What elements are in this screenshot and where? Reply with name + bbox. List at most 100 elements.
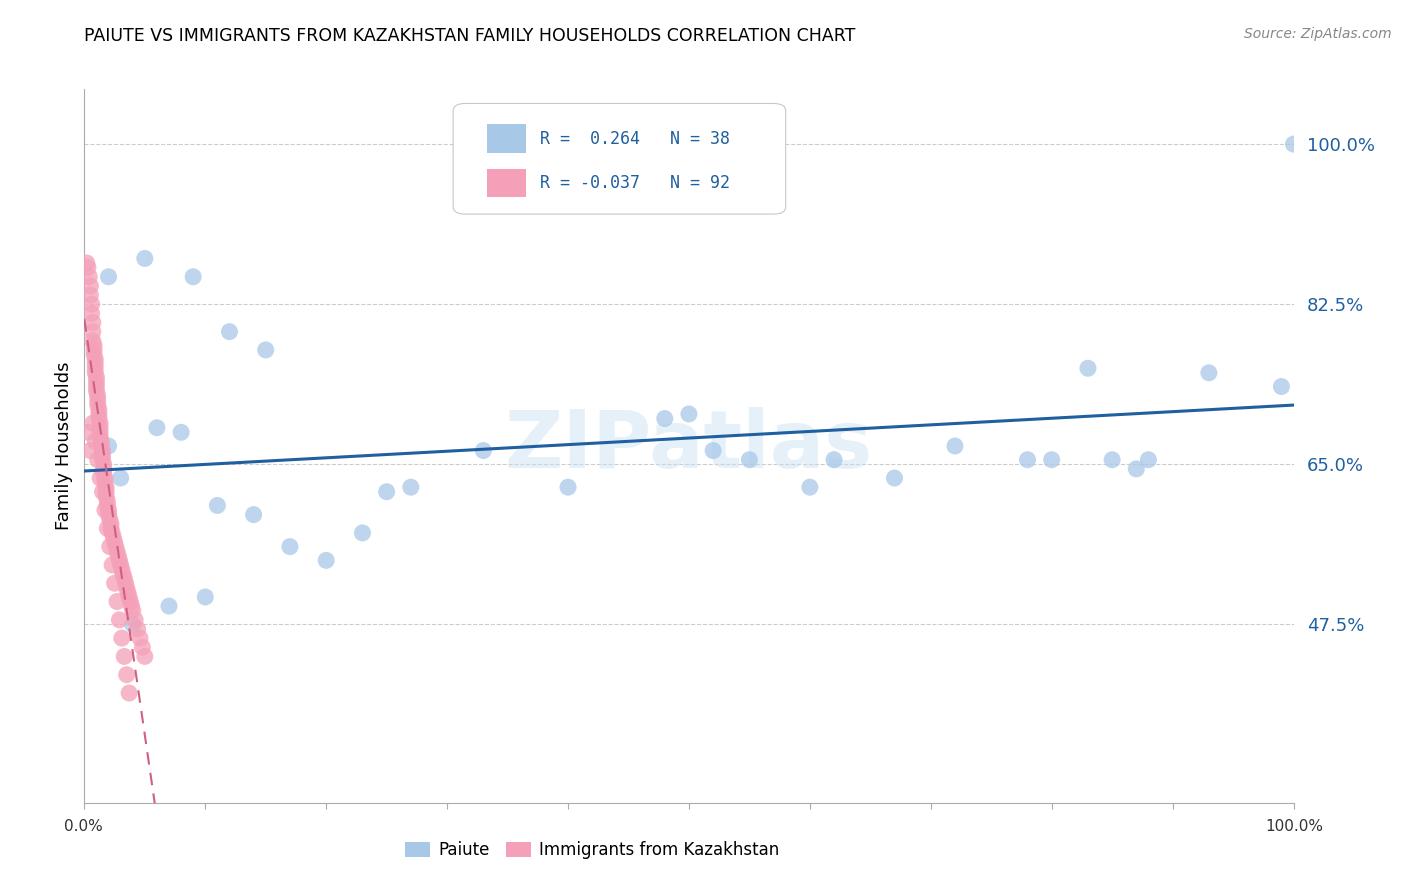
Text: Source: ZipAtlas.com: Source: ZipAtlas.com — [1244, 27, 1392, 41]
Point — [89, 425, 111, 440]
Point — [97, 439, 120, 453]
Point — [98, 540, 121, 554]
Point — [1077, 361, 1099, 376]
Point — [82, 416, 104, 430]
Point — [115, 581, 138, 595]
Point — [1040, 452, 1063, 467]
Point — [127, 622, 149, 636]
Point — [557, 480, 579, 494]
Point — [157, 599, 180, 613]
Point — [83, 338, 105, 352]
Point — [86, 393, 108, 408]
Text: PAIUTE VS IMMIGRANTS FROM KAZAKHSTAN FAMILY HOUSEHOLDS CORRELATION CHART: PAIUTE VS IMMIGRANTS FROM KAZAKHSTAN FAM… — [84, 27, 856, 45]
FancyBboxPatch shape — [453, 103, 786, 214]
Point — [100, 516, 122, 531]
Point — [98, 512, 121, 526]
Point — [108, 613, 131, 627]
Point — [121, 599, 143, 613]
Point — [87, 402, 110, 417]
Point — [84, 366, 107, 380]
Point — [1101, 452, 1123, 467]
Point — [87, 407, 110, 421]
Point — [86, 375, 108, 389]
Point — [120, 594, 142, 608]
Point — [107, 549, 129, 563]
Point — [83, 343, 105, 357]
Point — [104, 576, 127, 591]
Point — [104, 540, 127, 554]
Point — [678, 407, 700, 421]
Point — [134, 252, 156, 266]
Point — [352, 525, 374, 540]
Point — [79, 279, 101, 293]
Point — [94, 489, 117, 503]
Point — [82, 334, 104, 348]
Text: 0.0%: 0.0% — [63, 819, 103, 834]
Point — [105, 544, 128, 558]
Point — [823, 452, 845, 467]
Point — [79, 443, 101, 458]
Point — [1137, 452, 1160, 467]
Point — [194, 590, 217, 604]
Point — [181, 269, 204, 284]
Point — [82, 316, 104, 330]
Point — [94, 471, 117, 485]
Point — [254, 343, 277, 357]
Point — [399, 480, 422, 494]
Point — [1017, 452, 1039, 467]
Point — [105, 594, 128, 608]
Point — [118, 590, 141, 604]
Point — [117, 585, 139, 599]
Point — [79, 288, 101, 302]
Point — [97, 503, 120, 517]
Point — [86, 389, 108, 403]
Point — [121, 617, 143, 632]
Point — [738, 452, 761, 467]
Point — [112, 649, 135, 664]
Point — [131, 640, 153, 655]
Point — [87, 411, 110, 425]
Point — [86, 398, 108, 412]
Point — [84, 352, 107, 367]
Point — [108, 553, 131, 567]
Point — [94, 503, 117, 517]
Point — [86, 379, 108, 393]
Point — [111, 631, 134, 645]
Point — [111, 562, 134, 576]
Point — [93, 467, 115, 481]
Point — [91, 448, 114, 462]
Point — [114, 576, 136, 591]
Y-axis label: Family Households: Family Households — [55, 362, 73, 530]
Point — [89, 420, 111, 434]
Point — [86, 370, 108, 384]
FancyBboxPatch shape — [486, 125, 526, 153]
Point — [80, 297, 103, 311]
Point — [91, 452, 114, 467]
Point — [77, 269, 100, 284]
Point — [218, 325, 240, 339]
Point — [93, 458, 115, 472]
Point — [124, 613, 146, 627]
Point — [90, 439, 112, 453]
Point — [76, 256, 98, 270]
Point — [89, 416, 111, 430]
FancyBboxPatch shape — [486, 169, 526, 197]
Point — [89, 430, 111, 444]
Point — [77, 260, 100, 275]
Point — [883, 471, 905, 485]
Point — [207, 499, 229, 513]
Point — [134, 649, 156, 664]
Text: ZIPatlas: ZIPatlas — [505, 407, 873, 485]
Point — [91, 484, 114, 499]
Point — [93, 462, 115, 476]
Point — [170, 425, 193, 440]
Point — [799, 480, 821, 494]
Point — [146, 420, 169, 434]
Point — [121, 604, 143, 618]
Point — [315, 553, 337, 567]
Point — [97, 508, 120, 522]
Point — [702, 443, 724, 458]
Point — [118, 686, 141, 700]
Point — [115, 667, 138, 681]
Point — [1198, 366, 1220, 380]
